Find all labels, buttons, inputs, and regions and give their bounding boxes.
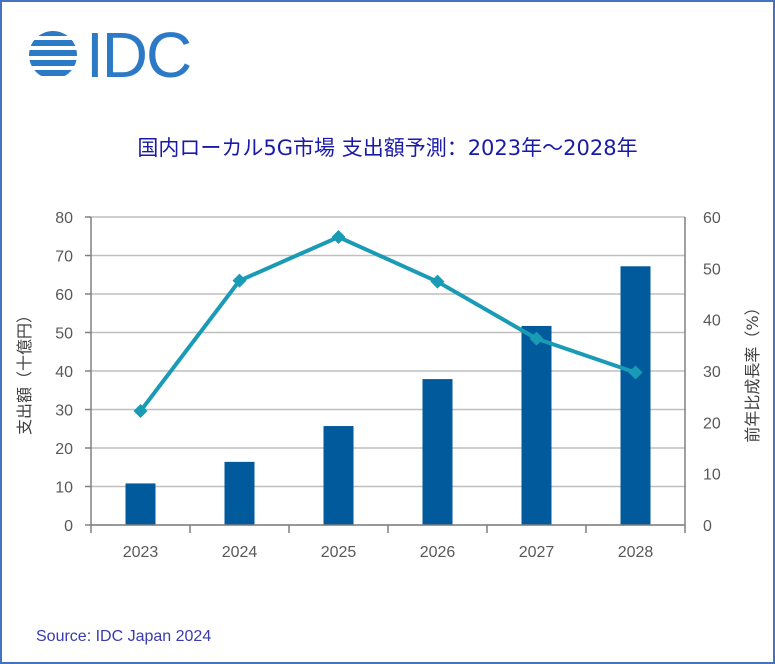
bar-series (125, 266, 651, 525)
right-tick-label: 20 (703, 415, 721, 432)
chart-title: 国内ローカル5G市場 支出額予測：2023年～2028年 (137, 136, 638, 160)
right-tick-label: 40 (703, 313, 721, 330)
axes (85, 216, 686, 533)
gridlines (91, 216, 685, 526)
bar-2023 (125, 483, 156, 525)
left-axis-ticks: 0 10 20 30 40 50 60 70 80 (55, 210, 73, 535)
x-tick-label: 2024 (222, 544, 258, 561)
right-tick-label: 60 (703, 210, 721, 227)
bar-2025 (323, 426, 354, 525)
left-tick-label: 0 (64, 518, 73, 535)
right-tick-label: 0 (703, 518, 712, 535)
x-tick-label: 2025 (321, 544, 357, 561)
left-tick-label: 30 (55, 403, 73, 420)
idc-globe-icon (29, 31, 77, 76)
right-axis-title: 前年比成長率（%） (743, 299, 762, 442)
line-marker-2027 (529, 331, 544, 346)
growth-line (138, 235, 637, 413)
line-marker-2024 (232, 273, 247, 288)
right-tick-label: 10 (703, 467, 721, 484)
line-marker-2026 (430, 274, 445, 289)
left-tick-label: 40 (55, 364, 73, 381)
x-axis-ticks: 2023 2024 2025 2026 2027 2028 (123, 544, 654, 561)
bar-2024 (224, 461, 255, 525)
left-tick-label: 50 (55, 326, 73, 343)
right-axis-ticks: 0 10 20 30 40 50 60 (703, 210, 721, 535)
source-note: Source: IDC Japan 2024 (36, 628, 212, 645)
x-tick-label: 2027 (519, 544, 555, 561)
left-tick-label: 20 (55, 441, 73, 458)
line-marker-2023 (133, 404, 148, 419)
bar-2026 (422, 379, 453, 525)
left-tick-label: 60 (55, 287, 73, 304)
x-tick-label: 2028 (618, 544, 654, 561)
bar-2027 (521, 325, 552, 525)
right-tick-label: 30 (703, 364, 721, 381)
left-tick-label: 10 (55, 480, 73, 497)
left-tick-label: 80 (55, 210, 73, 227)
x-tick-label: 2023 (123, 544, 159, 561)
line-series (133, 230, 643, 419)
line-marker-2028 (628, 365, 643, 380)
left-axis-title: 支出額（十億円） (15, 307, 34, 435)
line-marker-2025 (331, 230, 346, 245)
idc-logo: IDC (28, 19, 192, 91)
bar-2028 (620, 266, 651, 525)
left-tick-label: 70 (55, 249, 73, 266)
right-tick-label: 50 (703, 261, 721, 278)
logo-text: IDC (86, 19, 192, 91)
x-tick-label: 2026 (420, 544, 456, 561)
